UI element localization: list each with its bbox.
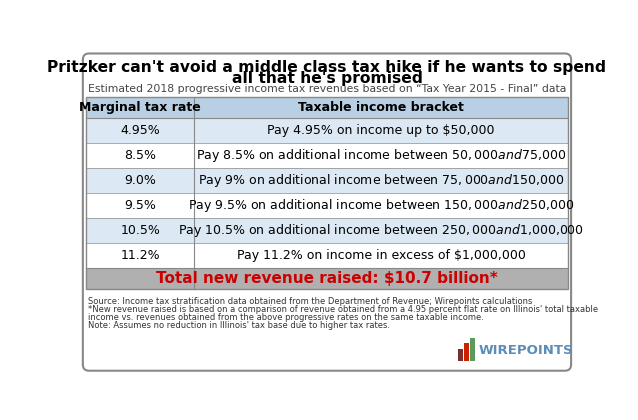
Text: Pay 8.5% on additional income between $50,000 and $75,000: Pay 8.5% on additional income between $5… [196, 147, 567, 164]
Text: Pay 10.5% on additional income between $250,000 and $1,000,000: Pay 10.5% on additional income between $… [178, 222, 584, 239]
Text: 11.2%: 11.2% [121, 249, 160, 262]
Text: 10.5%: 10.5% [120, 224, 160, 237]
Text: 4.95%: 4.95% [121, 124, 160, 137]
Text: Pay 4.95% on income up to $50,000: Pay 4.95% on income up to $50,000 [267, 124, 495, 137]
Bar [86, 268, 568, 289]
Bar [86, 193, 568, 218]
Text: Pay 11.2% on income in excess of $1,000,000: Pay 11.2% on income in excess of $1,000,… [237, 249, 526, 262]
FancyBboxPatch shape [83, 53, 571, 371]
Text: Note: Assumes no reduction in Illinois' tax base due to higher tax rates.: Note: Assumes no reduction in Illinois' … [87, 321, 390, 330]
Text: Taxable income bracket: Taxable income bracket [299, 101, 464, 114]
Text: all that he's promised: all that he's promised [232, 71, 422, 86]
Bar [86, 97, 568, 118]
Bar [86, 118, 568, 143]
Text: Pay 9.5% on additional income between $150,000 and $250,000: Pay 9.5% on additional income between $1… [188, 197, 574, 214]
Bar [458, 349, 463, 362]
Text: Total new revenue raised: $10.7 billion*: Total new revenue raised: $10.7 billion* [156, 271, 498, 286]
Text: income vs. revenues obtained from the above progressive rates on the same taxabl: income vs. revenues obtained from the ab… [87, 313, 484, 322]
Text: *New revenue raised is based on a comparison of revenue obtained from a 4.95 per: *New revenue raised is based on a compar… [87, 305, 598, 314]
Bar [86, 143, 568, 168]
Text: 9.0%: 9.0% [124, 174, 156, 187]
Text: Marginal tax rate: Marginal tax rate [79, 101, 201, 114]
Bar [86, 97, 568, 289]
Text: Source: Income tax stratification data obtained from the Department of Revenue; : Source: Income tax stratification data o… [87, 297, 532, 306]
Bar [86, 218, 568, 243]
Bar [464, 343, 469, 362]
Bar [86, 168, 568, 193]
Text: WIREPOINTS: WIREPOINTS [479, 344, 574, 357]
Text: Estimated 2018 progressive income tax revenues based on “Tax Year 2015 - Final” : Estimated 2018 progressive income tax re… [88, 84, 566, 94]
Bar [86, 243, 568, 268]
Bar [470, 339, 475, 362]
Text: Pay 9% on additional income between $75,000 and $150,000: Pay 9% on additional income between $75,… [198, 172, 565, 189]
Text: Pritzker can't avoid a middle class tax hike if he wants to spend: Pritzker can't avoid a middle class tax … [47, 60, 607, 75]
Text: 9.5%: 9.5% [124, 199, 156, 212]
Text: 8.5%: 8.5% [124, 149, 156, 162]
